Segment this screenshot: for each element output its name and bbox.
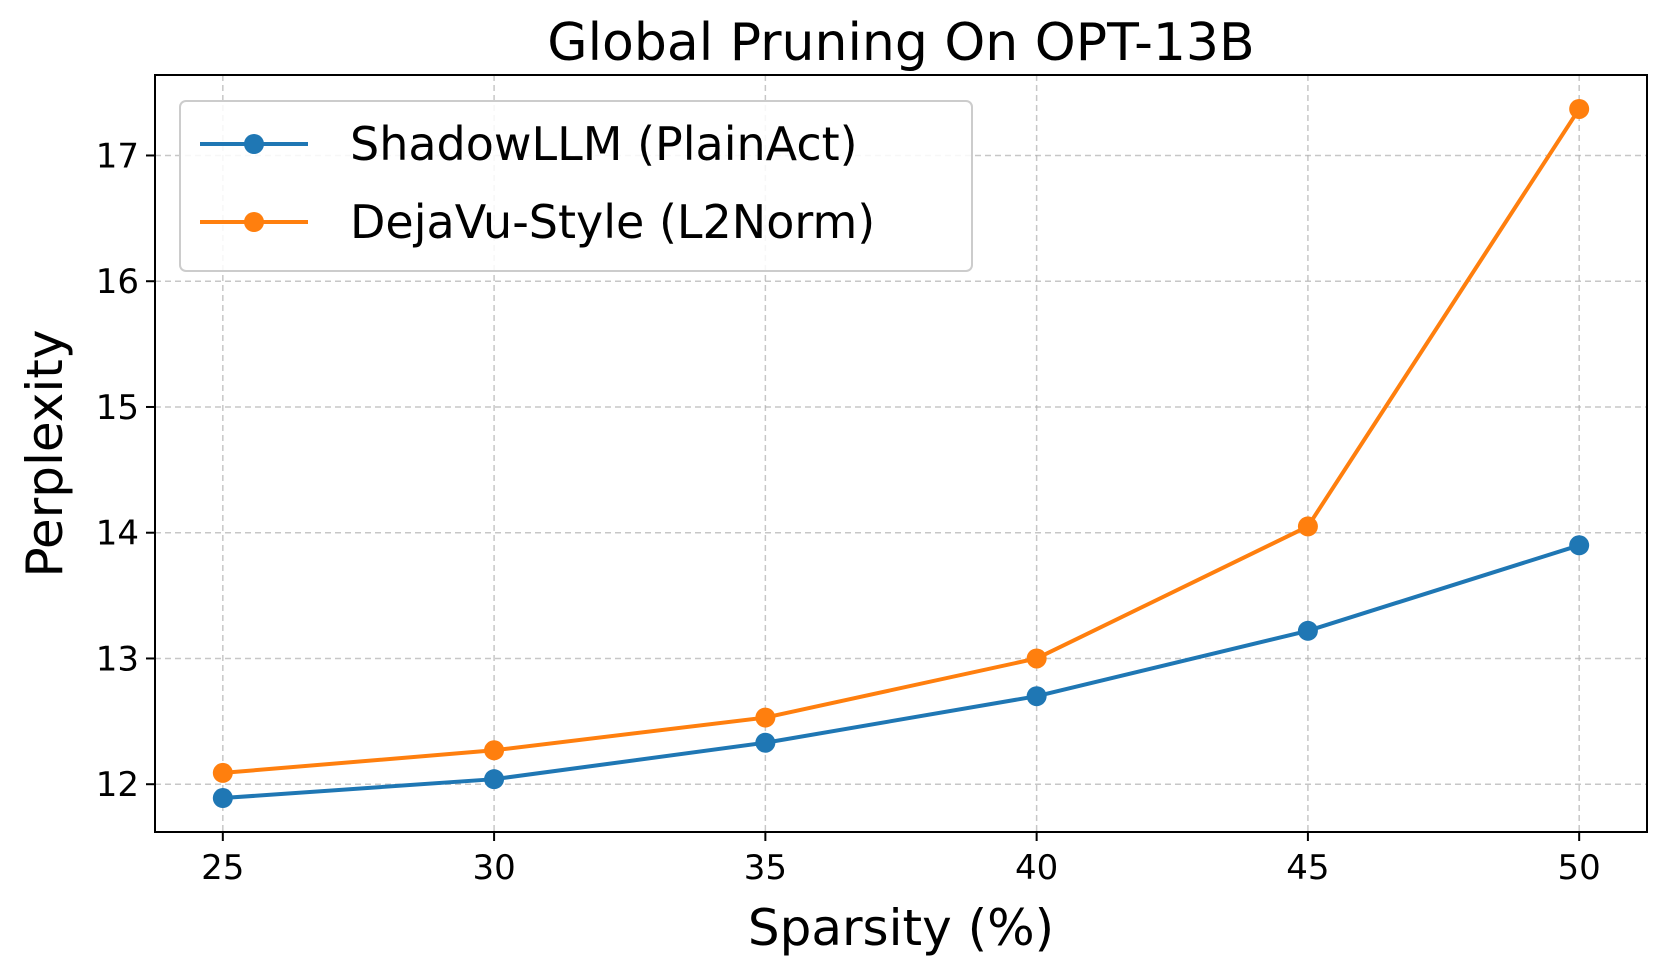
data-point-1-1 bbox=[484, 740, 505, 761]
x-tick-label: 50 bbox=[1558, 848, 1601, 888]
y-tick-label: 12 bbox=[96, 765, 139, 805]
x-tick-label: 35 bbox=[744, 848, 787, 888]
legend-box bbox=[179, 100, 973, 272]
data-point-1-2 bbox=[755, 707, 776, 728]
data-point-0-4 bbox=[1297, 620, 1318, 641]
x-axis-label: Sparsity (%) bbox=[748, 899, 1054, 957]
legend: ShadowLLM (PlainAct) DejaVu-Style (L2Norm… bbox=[179, 100, 973, 272]
data-point-0-2 bbox=[755, 732, 776, 753]
data-point-1-3 bbox=[1026, 648, 1047, 669]
chart-title: Global Pruning On OPT-13B bbox=[547, 13, 1254, 73]
data-point-1-0 bbox=[212, 762, 233, 783]
y-tick-label: 17 bbox=[96, 136, 139, 176]
data-point-0-0 bbox=[212, 788, 233, 809]
y-tick-label: 16 bbox=[96, 262, 139, 302]
series-line-0 bbox=[222, 543, 1580, 801]
x-tick-label: 25 bbox=[201, 848, 244, 888]
y-tick-label: 15 bbox=[96, 388, 139, 428]
x-tick-label: 30 bbox=[472, 848, 515, 888]
y-axis-label: Perplexity bbox=[16, 330, 74, 578]
legend-marker-1 bbox=[244, 212, 264, 232]
series-line-1 bbox=[222, 107, 1581, 775]
y-tick-label: 13 bbox=[96, 639, 139, 679]
y-tick-label: 14 bbox=[96, 514, 139, 554]
x-tick-label: 45 bbox=[1286, 848, 1329, 888]
data-point-0-1 bbox=[484, 769, 505, 790]
data-point-0-5 bbox=[1569, 535, 1590, 556]
legend-label-0: ShadowLLM (PlainAct) bbox=[350, 117, 858, 171]
data-point-1-4 bbox=[1297, 516, 1318, 537]
plot-frame bbox=[154, 74, 1648, 833]
axis-ticks: 25 30 35 40 45 50 12 13 14 15 16 17 bbox=[96, 136, 1601, 888]
plot-series bbox=[212, 98, 1590, 809]
data-point-0-3 bbox=[1026, 686, 1047, 707]
data-point-1-5 bbox=[1569, 98, 1590, 119]
x-tick-label: 40 bbox=[1015, 848, 1058, 888]
legend-marker-0 bbox=[244, 134, 264, 154]
legend-label-1: DejaVu-Style (L2Norm) bbox=[350, 195, 875, 249]
